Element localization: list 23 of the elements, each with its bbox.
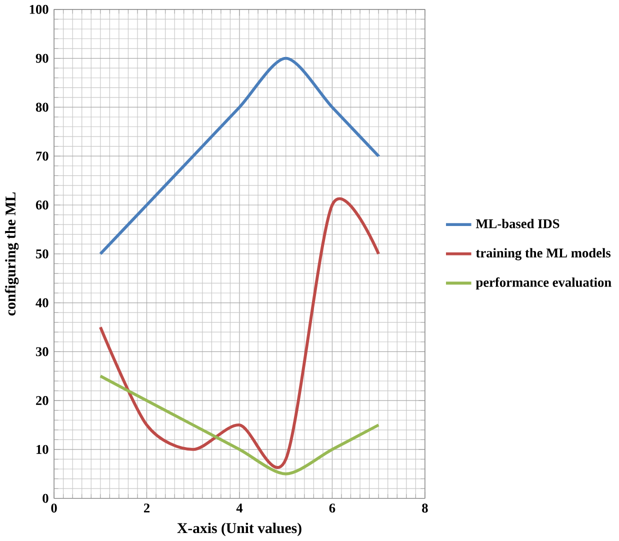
line-series [98, 56, 380, 256]
y-tick-label: 90 [36, 54, 48, 63]
legend-label: performance evaluation [476, 277, 612, 290]
legend-label: training the ML models [476, 248, 611, 260]
legend-label: ML-based IDS [476, 218, 560, 228]
y-tick-label: 80 [36, 102, 48, 112]
x-axis-title: X-axis (Unit values) [177, 522, 302, 536]
y-tick-label: 40 [36, 298, 48, 308]
x-tick-label: 6 [329, 504, 336, 512]
x-tick-label: 4 [236, 504, 243, 512]
y-tick-label: 30 [36, 347, 48, 356]
y-axis-title: configuring the ML [4, 192, 19, 316]
x-tick-label: 0 [51, 504, 57, 513]
x-tick-label: 2 [144, 504, 150, 512]
y-tick-label: 70 [36, 152, 48, 161]
y-tick-label: 100 [30, 4, 48, 14]
line-series [98, 374, 380, 476]
y-tick-label: 0 [42, 494, 48, 503]
y-tick-label: 50 [36, 249, 48, 258]
y-tick-label: 60 [36, 200, 48, 210]
y-tick-label: 20 [36, 396, 48, 406]
y-tick-label: 10 [36, 444, 48, 454]
x-tick-label: 8 [422, 504, 428, 513]
